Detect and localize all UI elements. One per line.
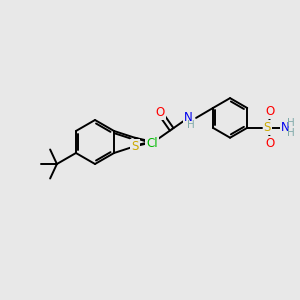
Text: N: N — [281, 121, 290, 134]
Text: O: O — [266, 137, 275, 150]
Text: O: O — [266, 105, 275, 118]
Text: N: N — [184, 111, 193, 124]
Text: S: S — [131, 140, 139, 153]
Text: H: H — [287, 128, 295, 138]
Text: H: H — [187, 120, 195, 130]
Text: S: S — [263, 121, 271, 134]
Text: H: H — [287, 118, 295, 128]
Text: O: O — [156, 106, 165, 119]
Text: Cl: Cl — [146, 137, 158, 150]
